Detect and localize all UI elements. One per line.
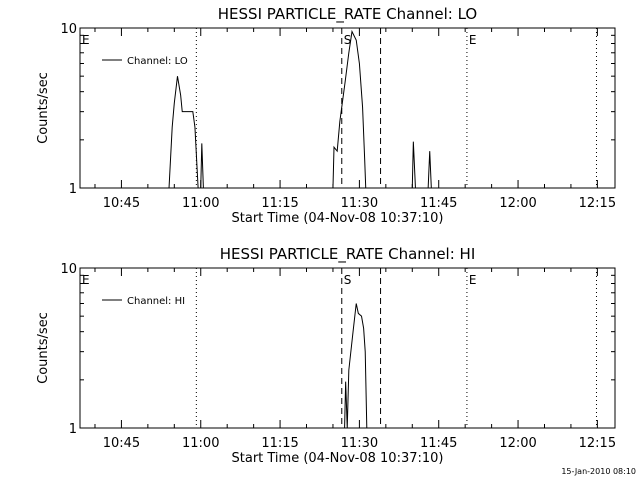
y-axis-label: Counts/sec: [36, 312, 51, 384]
marker-label-0: E: [82, 273, 90, 287]
y-axis-label: Counts/sec: [36, 72, 51, 144]
x-tick-label: 11:45: [420, 196, 457, 211]
x-tick-label: 12:15: [579, 436, 616, 451]
x-tick-label: 11:15: [261, 436, 298, 451]
x-tick-label: 10:45: [103, 436, 140, 451]
x-tick-label: 11:30: [341, 436, 378, 451]
chart-title: HESSI PARTICLE_RATE Channel: LO: [218, 5, 477, 24]
x-tick-label: 11:00: [182, 196, 219, 211]
panel-hi: HESSI PARTICLE_RATE Channel: HI E S E 1 10 10:…: [36, 245, 616, 466]
y-tick-label: 1: [69, 422, 77, 437]
x-tick-label: 12:00: [499, 196, 536, 211]
x-tick-label: 12:00: [499, 436, 536, 451]
x-axis-label: Start Time (04-Nov-08 10:37:10): [232, 211, 444, 226]
x-tick-label: 11:45: [420, 436, 457, 451]
legend-entry: Channel: HI: [127, 296, 185, 307]
marker-label-2: S: [344, 273, 352, 287]
x-tick-label: 10:45: [103, 196, 140, 211]
y-tick-label: 10: [60, 262, 77, 277]
date-stamp: 15-Jan-2010 08:10: [561, 467, 636, 476]
chart-title: HESSI PARTICLE_RATE Channel: HI: [220, 245, 476, 264]
x-tick-label: 12:15: [579, 196, 616, 211]
series-line-channel-hi: [80, 303, 615, 429]
panel-lo: HESSI PARTICLE_RATE Channel: LO E S E 1 10 10:…: [36, 5, 616, 226]
y-tick-label: 1: [69, 182, 77, 197]
x-tick-label: 11:15: [261, 196, 298, 211]
y-tick-label: 10: [60, 22, 77, 37]
marker-label-4: E: [469, 33, 477, 47]
x-tick-label: 11:30: [341, 196, 378, 211]
x-axis-label: Start Time (04-Nov-08 10:37:10): [232, 451, 444, 466]
marker-label-4: E: [469, 273, 477, 287]
series-line-channel-lo: [80, 29, 615, 189]
x-tick-label: 11:00: [182, 436, 219, 451]
plot-frame: [79, 27, 616, 189]
marker-label-2: S: [344, 33, 352, 47]
marker-label-0: E: [82, 33, 90, 47]
legend-entry: Channel: LO: [127, 56, 188, 67]
